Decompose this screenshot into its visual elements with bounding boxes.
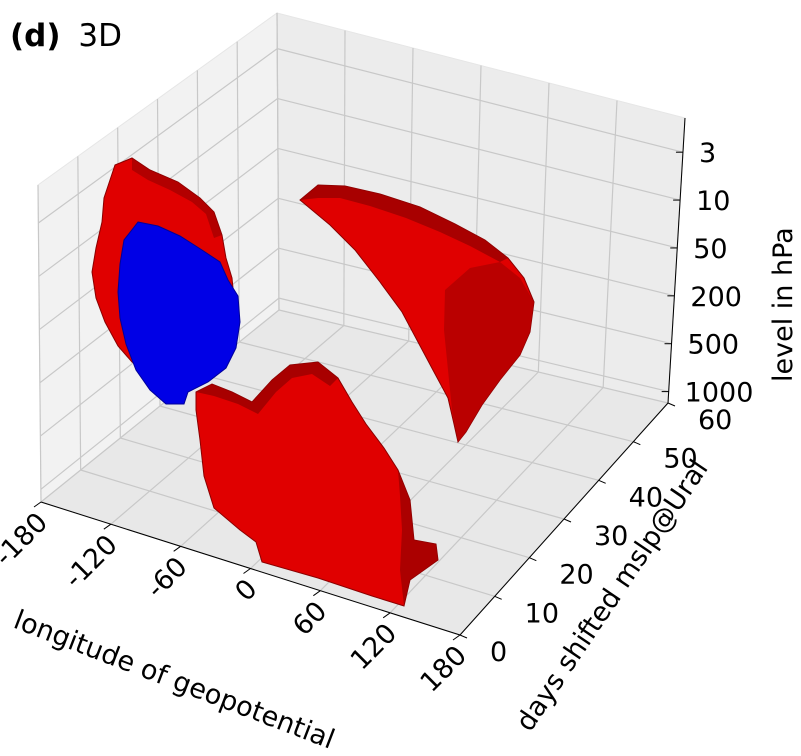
panel-title: (d) 3D [10,18,122,54]
z-tick-label: 200 [690,282,742,313]
z-tick-label: 10 [696,186,730,217]
voxel-regions [91,157,535,607]
x-tick-label: 0 [229,574,263,608]
z-tick-label: 1000 [685,378,754,409]
x-tick-mark [243,568,251,574]
z-tick-label: 50 [693,234,727,265]
x-axis-spine [40,501,461,636]
y-axis-spine [459,402,669,636]
x-tick-label: -180 [0,507,54,572]
z-tick-label: 500 [688,330,740,361]
z-axis-ticks: 3 10 50 200 500 1000 [661,117,754,409]
x-tick-label: -60 [141,551,194,604]
y-tick-label: 50 [663,444,697,475]
grid-line-x-wall [343,30,346,326]
grid-line-y-wall [276,12,280,311]
grid-line-y [239,341,634,443]
y-tick-mark [563,518,572,523]
voxel-face-right-side [444,262,534,442]
x-axis-label: longitude of geopotential [9,605,338,756]
x-tick-mark [33,501,42,508]
y-tick-mark [459,634,468,639]
z-axis-spine [667,117,686,404]
voxel-edge-shade-bottom [196,362,338,414]
voxel-region-blue-core [117,221,241,405]
x-tick-label: -120 [59,529,124,594]
x-tick-mark [382,612,391,619]
x-tick-mark [103,523,112,530]
y-tick-mark [633,441,641,446]
x-tick-mark [313,590,321,597]
z-axis-label: level in hPa [768,227,799,382]
grid-line-z [277,147,678,249]
voxel-face-bottom-side [398,470,438,606]
grid-line-y-wall [236,41,240,343]
y-tick-mark [494,595,502,600]
x-tick-label: 120 [345,618,403,676]
region-upper-left-positive [91,157,241,405]
y-tick-label: 60 [698,405,732,436]
z-tick-label: 3 [699,138,716,169]
y-tick-label: 10 [525,598,559,629]
y-tick-label: 20 [559,560,593,591]
grid-line-x-wall [602,100,618,388]
grid-line-y-wall [77,156,82,471]
y-tick-mark [598,479,606,484]
y-tick-mark [529,557,537,562]
grid-line-z [277,48,684,153]
x-tick-mark [173,545,181,552]
region-lower-center-positive [195,361,439,607]
y-tick-label: 30 [594,521,628,552]
panel-title-text: 3D [78,18,122,54]
y-tick-label: 0 [490,637,507,668]
voxel-edge-shade-left [132,158,222,238]
grid-line-z-wall [38,48,278,224]
y-tick-label: 40 [629,482,663,513]
voxel-edge-shade-right [300,185,508,262]
grid-line-z [277,97,681,201]
x-tick-label: 180 [415,640,473,698]
region-upper-right-positive [299,184,535,444]
x-tick-label: 60 [287,596,333,642]
grid-line-y-wall [37,184,42,503]
x-tick-mark [452,634,461,641]
grid-line-x-wall [537,82,550,373]
y-tick-mark [667,402,676,407]
panel-label: (d) [10,18,61,54]
